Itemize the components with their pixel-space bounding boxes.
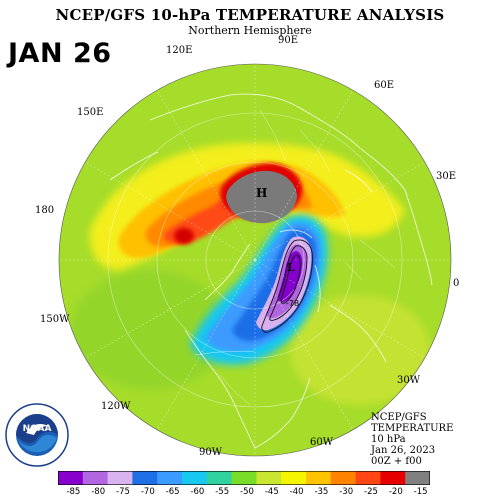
colorbar-tick-label: -75 <box>116 487 130 497</box>
lon-label-30e: 30E <box>436 171 457 182</box>
colorbar-swatch <box>132 471 158 485</box>
coastlines <box>109 93 433 449</box>
field-warm-core <box>226 170 297 224</box>
lon-label-150e: 150E <box>77 107 104 118</box>
colorbar-tick-label: -50 <box>240 487 254 497</box>
map-boundary <box>58 63 452 457</box>
colorbar-labels: -85 -80 -75 -70 -65 -60 -55 -50 -45 -40 -35 -30 -25-… <box>0 487 500 499</box>
colorbar-tick-label: -80 <box>91 487 106 497</box>
colorbar-tick-label: -55 <box>215 487 230 497</box>
lon-label-60e: 60E <box>374 80 395 91</box>
colorbar-tick-label: -65 <box>165 487 180 497</box>
colorbar-swatch <box>206 471 232 485</box>
colorbar <box>58 471 430 485</box>
colorbar-tick-label: -45 <box>264 487 279 497</box>
low-pressure-label: L <box>287 261 295 274</box>
colorbar-swatch <box>281 471 307 485</box>
colorbar-swatch <box>157 471 183 485</box>
field-red-spot <box>174 228 194 244</box>
isotherm-contours <box>261 239 313 333</box>
lon-label-180: 180 <box>35 205 55 216</box>
page-subtitle: Northern Hemisphere <box>188 24 312 37</box>
temperature-field <box>59 64 451 456</box>
colorbar-swatch <box>231 471 257 485</box>
field-cold-green <box>70 270 230 390</box>
colorbar-swatch <box>256 471 282 485</box>
info-forecast-hour: 00Z + f00 <box>371 456 422 467</box>
field-yellowgreen-se <box>290 295 430 405</box>
colorbar-tick-label: -60 <box>190 487 205 497</box>
lon-label-60w: 60W <box>310 437 334 448</box>
colorbar-tick-label: -25 <box>364 487 378 497</box>
colorbar-swatch <box>380 471 406 485</box>
lon-label-120e: 120E <box>166 45 193 56</box>
colorbar-tick-label: -40 <box>289 487 304 497</box>
colorbar-swatch <box>355 471 381 485</box>
lon-label-90w: 90W <box>199 447 223 458</box>
borders <box>194 109 396 406</box>
colorbar-outline <box>58 471 430 485</box>
lon-label-120w: 120W <box>101 401 131 412</box>
noaa-logo: NOAA <box>5 403 69 467</box>
colorbar-swatch <box>58 471 84 485</box>
info-level: 10 hPa <box>371 434 406 445</box>
date-badge: JAN 26 <box>8 38 112 69</box>
colorbar-swatch <box>405 471 430 485</box>
colorbar-swatch <box>306 471 332 485</box>
colorbar-tick-label: -70 <box>140 487 155 497</box>
info-field: TEMPERATURE <box>371 423 454 434</box>
meridians <box>59 64 451 456</box>
noaa-logo-text: NOAA <box>23 424 52 434</box>
lon-label-90e: 90E <box>278 35 299 46</box>
lon-label-150w: 150W <box>40 314 70 325</box>
colorbar-tick-label: -85 <box>66 487 81 497</box>
page-title: NCEP/GFS 10-hPa TEMPERATURE ANALYSIS <box>55 6 445 24</box>
lon-label-30w: 30W <box>397 375 421 386</box>
colorbar-swatch <box>330 471 356 485</box>
colorbar-tick-label: -35 <box>314 487 329 497</box>
colorbar-tick-label: -20 <box>388 487 403 497</box>
info-date: Jan 26, 2023 <box>371 445 436 456</box>
colorbar-tick-label: -15 <box>413 487 428 497</box>
colorbar-tick-label: -30 <box>339 487 354 497</box>
contour-value-label: -78 <box>286 299 299 308</box>
lon-label-0: 0 <box>453 278 460 289</box>
high-pressure-label: H <box>256 186 267 200</box>
colorbar-swatch <box>182 471 208 485</box>
colorbar-swatch <box>107 471 133 485</box>
info-model: NCEP/GFS <box>371 412 427 423</box>
colorbar-swatch <box>82 471 108 485</box>
